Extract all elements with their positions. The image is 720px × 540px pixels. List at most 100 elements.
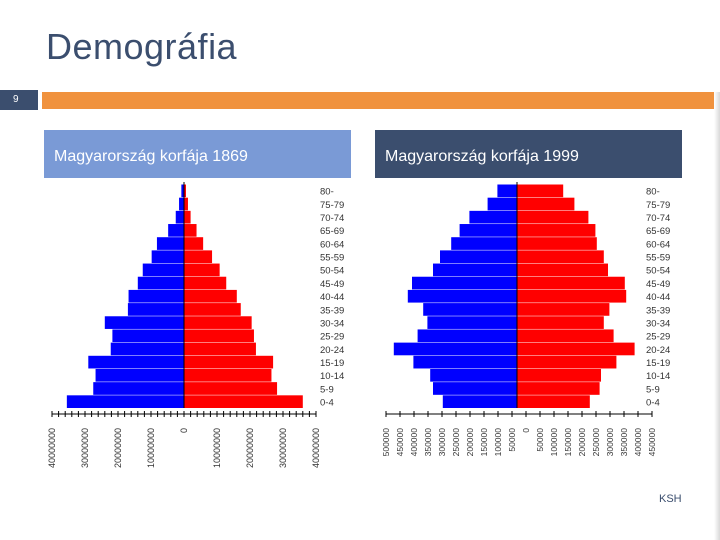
bar-female-35-39 [184, 303, 241, 316]
x-tick-label: 40000000 [47, 428, 57, 468]
age-label-50-54: 50-54 [646, 266, 670, 277]
bar-female-65-69 [517, 224, 596, 237]
bar-male-10-14 [430, 368, 517, 382]
bar-male-65-69 [168, 224, 184, 237]
x-tick-label: 250000 [451, 428, 461, 457]
bar-male-80- [497, 184, 517, 198]
x-tick-label: 350000 [423, 428, 433, 457]
x-tick-label: 400000 [409, 428, 419, 457]
page-number: 9 [13, 94, 19, 105]
age-label-20-24: 20-24 [320, 345, 344, 356]
age-label-80-: 80- [320, 187, 334, 198]
bar-male-75-79 [487, 197, 517, 211]
bar-female-60-64 [517, 237, 597, 250]
bar-male-20-24 [393, 342, 517, 356]
x-tick-label: 350000 [619, 428, 629, 457]
x-tick-label: 50000 [535, 428, 545, 452]
bar-male-50-54 [433, 263, 517, 277]
age-label-40-44: 40-44 [646, 292, 670, 303]
x-tick-label: 450000 [395, 428, 405, 457]
bar-female-25-29 [184, 329, 254, 343]
bar-female-70-74 [517, 210, 589, 224]
page-number-box: 9 [0, 90, 38, 110]
chart-title-1869: Magyarország korfája 1869 [44, 130, 351, 178]
age-label-25-29: 25-29 [646, 332, 670, 343]
bar-female-70-74 [184, 210, 191, 224]
bar-male-65-69 [459, 224, 517, 237]
age-label-65-69: 65-69 [646, 226, 670, 237]
bar-female-30-34 [517, 316, 604, 329]
bar-male-55-59 [151, 250, 184, 264]
age-label-45-49: 45-49 [646, 279, 670, 290]
x-tick-label: 40000000 [311, 428, 321, 468]
age-label-65-69: 65-69 [320, 226, 344, 237]
bar-male-55-59 [440, 250, 517, 264]
bar-female-75-79 [517, 197, 575, 211]
x-tick-label: 30000000 [278, 428, 288, 468]
bar-female-35-39 [517, 303, 610, 316]
bar-female-55-59 [517, 250, 604, 264]
bar-female-20-24 [517, 342, 635, 356]
bar-male-30-34 [427, 316, 517, 329]
x-tick-label: 300000 [437, 428, 447, 457]
bar-female-65-69 [184, 224, 197, 237]
x-tick-label: 100000 [549, 428, 559, 457]
bar-male-15-19 [413, 355, 517, 369]
age-label-25-29: 25-29 [320, 332, 344, 343]
bar-female-80- [517, 184, 564, 198]
x-tick-label: 10000000 [212, 428, 222, 468]
age-label-70-74: 70-74 [646, 213, 670, 224]
bar-male-25-29 [112, 329, 184, 343]
bar-male-15-19 [88, 355, 184, 369]
age-label-35-39: 35-39 [646, 305, 670, 316]
bar-male-25-29 [417, 329, 517, 343]
x-tick-label: 0 [179, 428, 189, 433]
bar-female-80- [184, 184, 186, 198]
bar-male-70-74 [469, 210, 517, 224]
age-label-60-64: 60-64 [320, 239, 344, 250]
age-label-70-74: 70-74 [320, 213, 344, 224]
bar-male-35-39 [127, 303, 184, 316]
age-label-75-79: 75-79 [320, 200, 344, 211]
bar-male-5-9 [433, 382, 517, 395]
age-label-15-19: 15-19 [320, 358, 344, 369]
bar-female-45-49 [184, 276, 227, 290]
x-tick-label: 20000000 [245, 428, 255, 468]
x-tick-label: 200000 [465, 428, 475, 457]
age-label-55-59: 55-59 [320, 253, 344, 264]
age-label-30-34: 30-34 [646, 318, 670, 329]
bar-female-75-79 [184, 197, 188, 211]
x-tick-label: 20000000 [113, 428, 123, 468]
bar-female-15-19 [517, 355, 617, 369]
bar-male-35-39 [423, 303, 517, 316]
x-tick-label: 150000 [563, 428, 573, 457]
bar-male-45-49 [412, 276, 517, 290]
age-label-55-59: 55-59 [646, 253, 670, 264]
age-label-0-4: 0-4 [320, 398, 334, 409]
bar-female-30-34 [184, 316, 252, 329]
age-label-5-9: 5-9 [320, 384, 334, 395]
age-label-75-79: 75-79 [646, 200, 670, 211]
age-label-20-24: 20-24 [646, 345, 670, 356]
bar-male-50-54 [142, 263, 184, 277]
bar-male-10-14 [95, 368, 184, 382]
age-label-15-19: 15-19 [646, 358, 670, 369]
age-label-50-54: 50-54 [320, 266, 344, 277]
x-tick-label: 200000 [577, 428, 587, 457]
age-label-30-34: 30-34 [320, 318, 344, 329]
bar-male-0-4 [66, 395, 184, 408]
bar-female-55-59 [184, 250, 213, 264]
bar-female-50-54 [184, 263, 220, 277]
age-label-5-9: 5-9 [646, 384, 660, 395]
bar-female-40-44 [517, 289, 627, 303]
bar-male-70-74 [175, 210, 184, 224]
bar-female-60-64 [184, 237, 204, 250]
bar-male-40-44 [128, 289, 184, 303]
x-tick-label: 10000000 [146, 428, 156, 468]
x-tick-label: 50000 [507, 428, 517, 452]
bar-male-75-79 [179, 197, 184, 211]
bar-female-5-9 [184, 382, 278, 395]
bar-female-0-4 [184, 395, 303, 408]
accent-bar [42, 92, 720, 109]
